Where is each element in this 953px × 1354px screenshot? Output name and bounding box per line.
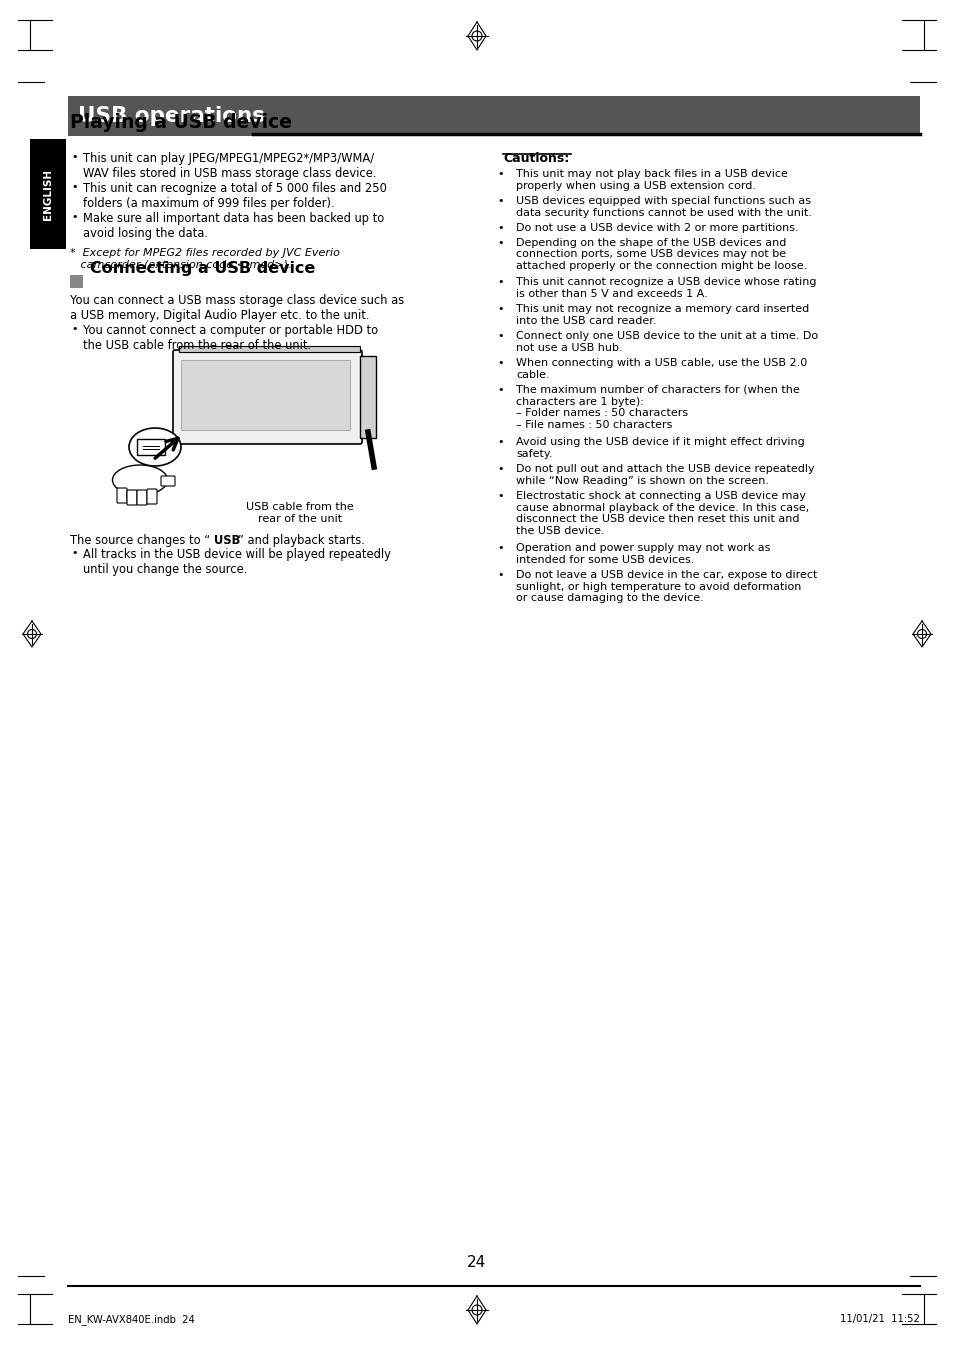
Text: Make sure all important data has been backed up to
avoid losing the data.: Make sure all important data has been ba… xyxy=(83,213,384,240)
FancyBboxPatch shape xyxy=(161,477,174,486)
Text: ENGLISH: ENGLISH xyxy=(43,168,53,219)
Text: Operation and power supply may not work as
intended for some USB devices.: Operation and power supply may not work … xyxy=(516,543,770,565)
Text: •: • xyxy=(71,324,77,334)
Text: All tracks in the USB device will be played repeatedly
until you change the sour: All tracks in the USB device will be pla… xyxy=(83,548,391,575)
Text: This unit can play JPEG/MPEG1/MPEG2*/MP3/WMA/
WAV files stored in USB mass stora: This unit can play JPEG/MPEG1/MPEG2*/MP3… xyxy=(83,152,376,180)
FancyBboxPatch shape xyxy=(172,349,361,444)
Text: •: • xyxy=(497,169,503,179)
Text: Do not pull out and attach the USB device repeatedly
while “Now Reading” is show: Do not pull out and attach the USB devic… xyxy=(516,464,814,486)
Text: You can connect a USB mass storage class device such as
a USB memory, Digital Au: You can connect a USB mass storage class… xyxy=(70,294,404,322)
FancyBboxPatch shape xyxy=(147,489,157,504)
Text: •: • xyxy=(497,223,503,233)
Text: 11/01/21  11:52: 11/01/21 11:52 xyxy=(840,1313,919,1324)
Text: Depending on the shape of the USB devices and
connection ports, some USB devices: Depending on the shape of the USB device… xyxy=(516,237,806,271)
Text: •: • xyxy=(497,196,503,206)
Text: Do not leave a USB device in the car, expose to direct
sunlight, or high tempera: Do not leave a USB device in the car, ex… xyxy=(516,570,817,603)
Text: 24: 24 xyxy=(467,1255,486,1270)
Text: USB devices equipped with special functions such as
data security functions cann: USB devices equipped with special functi… xyxy=(516,196,811,218)
Text: Cautions:: Cautions: xyxy=(502,152,569,165)
Text: •: • xyxy=(71,181,77,192)
Text: •: • xyxy=(71,548,77,558)
Bar xyxy=(70,275,83,288)
Text: Electrostatic shock at connecting a USB device may
cause abnormal playback of th: Electrostatic shock at connecting a USB … xyxy=(516,492,808,536)
Text: The source changes to “: The source changes to “ xyxy=(70,533,210,547)
Bar xyxy=(30,139,66,249)
Text: •: • xyxy=(497,357,503,368)
Text: •: • xyxy=(71,152,77,162)
FancyBboxPatch shape xyxy=(127,490,137,505)
FancyBboxPatch shape xyxy=(137,490,147,505)
Text: ” and playback starts.: ” and playback starts. xyxy=(237,533,364,547)
Text: •: • xyxy=(497,278,503,287)
Text: •: • xyxy=(497,237,503,248)
Text: This unit cannot recognize a USB device whose rating
is other than 5 V and excee: This unit cannot recognize a USB device … xyxy=(516,278,816,299)
Text: •: • xyxy=(497,305,503,314)
Text: •: • xyxy=(497,492,503,501)
Text: USB cable from the
rear of the unit: USB cable from the rear of the unit xyxy=(246,502,354,524)
Text: This unit may not play back files in a USB device
properly when using a USB exte: This unit may not play back files in a U… xyxy=(516,169,787,191)
Text: Connect only one USB device to the unit at a time. Do
not use a USB hub.: Connect only one USB device to the unit … xyxy=(516,330,818,352)
Text: When connecting with a USB cable, use the USB 2.0
cable.: When connecting with a USB cable, use th… xyxy=(516,357,806,379)
Text: •: • xyxy=(497,330,503,341)
Text: You cannot connect a computer or portable HDD to
the USB cable from the rear of : You cannot connect a computer or portabl… xyxy=(83,324,377,352)
Text: •: • xyxy=(497,543,503,552)
Text: USB: USB xyxy=(213,533,240,547)
Bar xyxy=(181,360,350,431)
Text: •: • xyxy=(497,385,503,395)
Text: This unit may not recognize a memory card inserted
into the USB card reader.: This unit may not recognize a memory car… xyxy=(516,305,808,325)
Text: USB operations: USB operations xyxy=(78,106,265,126)
Text: •: • xyxy=(497,437,503,447)
Ellipse shape xyxy=(129,428,181,466)
Text: Avoid using the USB device if it might effect driving
safety.: Avoid using the USB device if it might e… xyxy=(516,437,804,459)
Text: The maximum number of characters for (when the
characters are 1 byte):
– Folder : The maximum number of characters for (wh… xyxy=(516,385,799,429)
Bar xyxy=(179,347,359,352)
Text: •: • xyxy=(497,464,503,474)
Text: •: • xyxy=(71,213,77,222)
Text: Do not use a USB device with 2 or more partitions.: Do not use a USB device with 2 or more p… xyxy=(516,223,798,233)
Bar xyxy=(359,356,375,437)
Text: EN_KW-AVX840E.indb  24: EN_KW-AVX840E.indb 24 xyxy=(68,1313,194,1326)
Bar xyxy=(68,96,919,135)
Text: *  Except for MPEG2 files recorded by JVC Everio
   camcorder (extension code <.: * Except for MPEG2 files recorded by JVC… xyxy=(70,248,339,269)
Bar xyxy=(137,439,165,455)
Ellipse shape xyxy=(112,464,168,496)
Text: Connecting a USB device: Connecting a USB device xyxy=(90,261,315,276)
Text: Playing a USB device: Playing a USB device xyxy=(70,112,292,131)
Text: •: • xyxy=(497,570,503,580)
FancyBboxPatch shape xyxy=(117,487,127,502)
Text: This unit can recognize a total of 5 000 files and 250
folders (a maximum of 999: This unit can recognize a total of 5 000… xyxy=(83,181,387,210)
